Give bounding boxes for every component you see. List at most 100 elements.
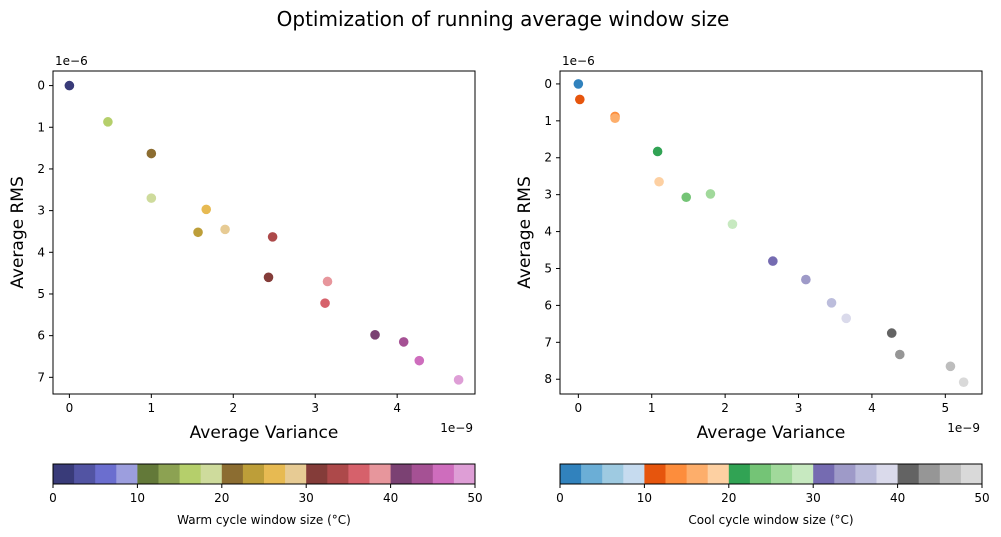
- colorbar-segment: [665, 464, 687, 484]
- plot-area: [559, 70, 983, 395]
- colorbar-segment: [411, 464, 434, 484]
- y-tick-label: 4: [37, 245, 45, 259]
- colorbar-tick-label: 50: [467, 491, 482, 505]
- y-tick-label: 2: [544, 151, 552, 165]
- colorbar-segment: [728, 464, 751, 484]
- y-tick-label: 8: [544, 372, 552, 386]
- colorbar-segment: [644, 464, 666, 484]
- colorbar-tick-label: 20: [214, 491, 229, 505]
- data-point: [220, 224, 230, 235]
- colorbar-segment: [707, 464, 730, 484]
- colorbar-tick-label: 10: [637, 491, 652, 505]
- x-tick-label: 3: [311, 401, 319, 415]
- data-point: [895, 349, 905, 360]
- colorbar-segment: [939, 464, 962, 484]
- colorbar-tick-label: 50: [974, 491, 989, 505]
- colorbar-tick-label: 40: [890, 491, 905, 505]
- data-point: [575, 94, 585, 105]
- x-axis-label: Average Variance: [190, 423, 339, 443]
- colorbar-segment: [200, 464, 223, 484]
- x-tick-label: 1: [148, 401, 156, 415]
- data-point: [320, 298, 330, 308]
- data-point: [193, 227, 203, 238]
- data-point: [398, 337, 409, 347]
- y-axis-label: Average RMS: [515, 176, 535, 288]
- data-point: [681, 192, 692, 203]
- colorbar-segment: [623, 464, 645, 484]
- colorbar-segment: [137, 464, 159, 484]
- y-tick-label: 5: [37, 287, 45, 301]
- colorbar-segment: [264, 464, 286, 484]
- data-point: [146, 193, 157, 203]
- y-tick-label: 5: [544, 261, 552, 275]
- data-point: [705, 189, 716, 199]
- data-point: [768, 256, 778, 266]
- colorbar-segment: [453, 464, 476, 484]
- data-point: [610, 113, 620, 124]
- y-tick-label: 1: [544, 114, 552, 128]
- colorbar-tick-label: 30: [806, 491, 821, 505]
- y-tick-label: 4: [544, 225, 552, 239]
- colorbar-segment: [813, 464, 835, 484]
- x-tick-label: 4: [393, 401, 401, 415]
- data-point: [801, 274, 811, 285]
- colorbar-segment: [95, 464, 117, 484]
- y-tick-label: 1: [37, 120, 45, 134]
- x-tick-label: 1: [648, 401, 656, 415]
- plot-area: [52, 70, 476, 395]
- x-tick-label: 2: [721, 401, 729, 415]
- data-point: [886, 328, 897, 338]
- colorbar-segment: [560, 464, 582, 484]
- data-point: [727, 219, 738, 229]
- y-tick-label: 2: [37, 162, 45, 176]
- data-point: [322, 276, 333, 287]
- x-tick-label: 0: [575, 401, 583, 415]
- colorbar-segment: [348, 464, 370, 484]
- y-tick-label: 7: [37, 370, 45, 384]
- colorbar-segment: [53, 464, 75, 484]
- data-point: [654, 176, 664, 187]
- colorbar-segment: [686, 464, 709, 484]
- colorbar-segment: [897, 464, 920, 484]
- x-offset-label: 1e−9: [947, 421, 980, 435]
- data-point: [263, 272, 274, 283]
- colorbar-frame: [52, 463, 476, 485]
- y-tick-label: 0: [37, 79, 45, 93]
- x-tick-label: 0: [66, 401, 74, 415]
- data-point: [414, 355, 425, 366]
- data-point: [841, 313, 852, 324]
- data-point: [370, 330, 380, 340]
- y-tick-label: 3: [37, 204, 45, 218]
- colorbar-tick-label: 20: [721, 491, 736, 505]
- colorbar-tick-label: 0: [556, 491, 564, 505]
- y-axis-label: Average RMS: [8, 176, 28, 288]
- y-tick-label: 0: [544, 77, 552, 91]
- data-point: [201, 204, 212, 215]
- x-axis-label: Average Variance: [697, 423, 846, 443]
- x-tick-label: 4: [868, 401, 876, 415]
- colorbar-segment: [158, 464, 180, 484]
- y-offset-label: 1e−6: [55, 54, 88, 68]
- colorbar-segment: [749, 464, 772, 484]
- data-point: [573, 79, 584, 89]
- colorbar-segment: [285, 464, 307, 484]
- data-point: [453, 375, 464, 385]
- colorbar-tick-label: 10: [130, 491, 145, 505]
- y-tick-label: 7: [544, 335, 552, 349]
- figure-title: Optimization of running average window s…: [277, 7, 730, 31]
- colorbar-segment: [179, 464, 202, 484]
- colorbar-segment: [581, 464, 603, 484]
- data-point: [103, 117, 113, 127]
- data-point: [652, 146, 663, 157]
- colorbar-segment: [116, 464, 138, 484]
- x-tick-label: 3: [795, 401, 803, 415]
- colorbar-segment: [771, 464, 793, 484]
- y-tick-label: 3: [544, 188, 552, 202]
- colorbar-segment: [306, 464, 328, 484]
- colorbar-segment: [602, 464, 624, 484]
- colorbar-segment: [369, 464, 391, 484]
- data-point: [826, 298, 837, 308]
- data-point: [958, 377, 969, 387]
